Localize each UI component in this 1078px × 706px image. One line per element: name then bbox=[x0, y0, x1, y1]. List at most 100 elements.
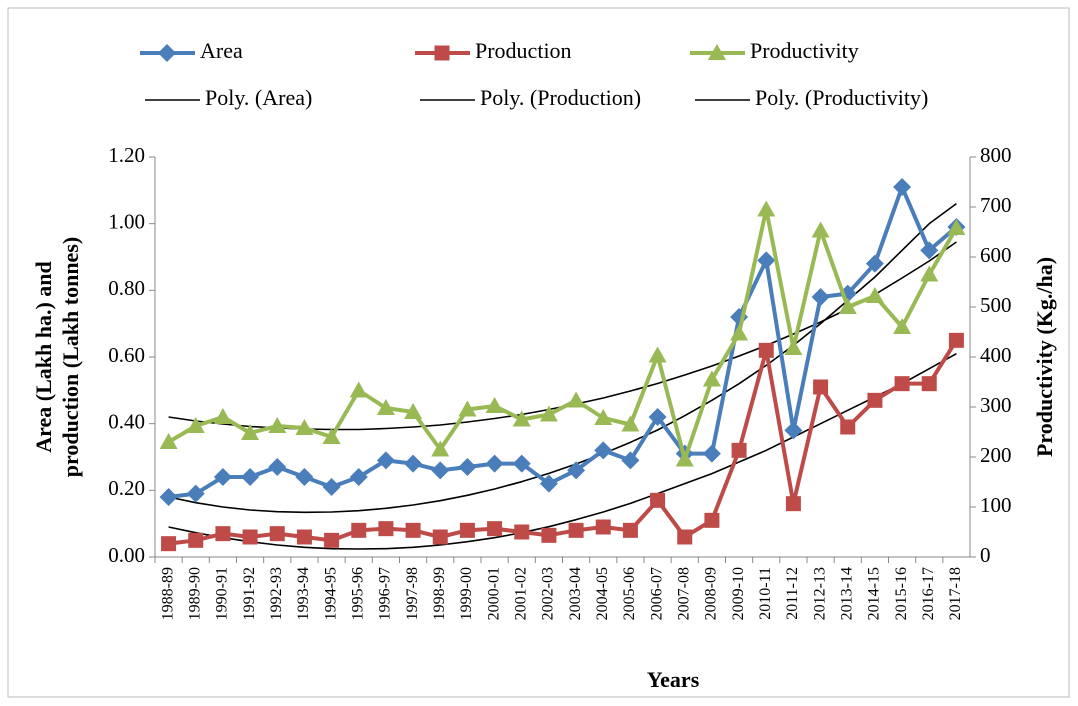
x-tick-label: 1996-97 bbox=[377, 567, 394, 620]
data-point bbox=[268, 458, 287, 476]
data-point bbox=[648, 408, 667, 426]
data-point bbox=[539, 405, 558, 422]
x-tick-label: 2017-18 bbox=[947, 567, 964, 620]
legend-label: Poly. (Area) bbox=[205, 85, 312, 110]
legend-marker bbox=[158, 44, 176, 62]
x-tick-label: 1989-90 bbox=[186, 567, 203, 620]
data-point bbox=[186, 484, 205, 503]
data-point bbox=[404, 403, 423, 419]
x-tick-label: 1992-93 bbox=[268, 567, 285, 620]
x-tick-label: 1990-91 bbox=[214, 567, 231, 620]
data-point bbox=[458, 458, 477, 476]
data-point bbox=[948, 332, 964, 348]
data-point bbox=[567, 461, 586, 480]
x-tick-label: 2014-15 bbox=[866, 567, 883, 620]
data-point bbox=[324, 532, 340, 548]
x-tick-label: 1998-99 bbox=[431, 567, 448, 620]
data-point bbox=[213, 468, 232, 486]
data-point bbox=[241, 424, 260, 440]
data-point bbox=[376, 451, 395, 470]
x-tick-label: 1993-94 bbox=[295, 567, 312, 620]
data-point bbox=[295, 419, 314, 435]
data-point bbox=[568, 522, 584, 538]
x-axis-label: Years bbox=[647, 667, 700, 692]
y2-tick-label: 300 bbox=[980, 393, 1012, 417]
data-point bbox=[376, 399, 395, 415]
data-point bbox=[838, 298, 857, 314]
data-point bbox=[594, 441, 613, 460]
x-tick-label: 2015-16 bbox=[893, 567, 910, 620]
x-tick-label: 2016-17 bbox=[920, 567, 937, 620]
x-tick-label: 2004-05 bbox=[594, 567, 611, 620]
y2-tick-label: 800 bbox=[980, 143, 1012, 167]
data-point bbox=[161, 536, 177, 552]
data-point bbox=[432, 529, 448, 545]
y2-tick-label: 600 bbox=[980, 243, 1012, 267]
data-point bbox=[893, 318, 912, 334]
data-point bbox=[730, 324, 749, 341]
data-point bbox=[702, 444, 721, 463]
x-tick-label: 1995-96 bbox=[349, 567, 366, 620]
data-point bbox=[621, 415, 640, 432]
data-point bbox=[621, 451, 640, 470]
x-tick-label: 1997-98 bbox=[404, 567, 421, 620]
data-point bbox=[677, 529, 693, 545]
data-point bbox=[241, 468, 260, 486]
data-point bbox=[485, 454, 504, 473]
data-point bbox=[595, 519, 611, 535]
x-tick-label: 2000-01 bbox=[485, 567, 502, 620]
data-point bbox=[650, 492, 666, 508]
data-point bbox=[296, 529, 312, 545]
legend-label: Poly. (Production) bbox=[480, 85, 641, 110]
y2-tick-label: 500 bbox=[980, 293, 1012, 317]
x-tick-label: 2003-04 bbox=[567, 567, 584, 620]
data-point bbox=[213, 408, 232, 424]
x-tick-label: 1988-89 bbox=[159, 567, 176, 620]
data-point bbox=[186, 417, 205, 433]
y2-tick-label: 700 bbox=[980, 193, 1012, 217]
x-tick-label: 2010-11 bbox=[757, 567, 774, 620]
data-point bbox=[378, 521, 394, 537]
data-point bbox=[840, 419, 856, 435]
data-point bbox=[813, 379, 829, 395]
data-point bbox=[159, 488, 178, 506]
y2-tick-label: 0 bbox=[980, 543, 991, 567]
data-point bbox=[731, 442, 747, 458]
data-point bbox=[405, 522, 421, 538]
legend-marker bbox=[708, 44, 726, 60]
data-point bbox=[702, 370, 721, 387]
chart-frame bbox=[7, 7, 1070, 698]
y2-tick-label: 400 bbox=[980, 343, 1012, 367]
data-point bbox=[758, 342, 774, 358]
data-point bbox=[920, 265, 939, 282]
x-tick-label: 2006-07 bbox=[648, 567, 665, 620]
x-tick-label: 2002-03 bbox=[540, 567, 557, 620]
x-tick-label: 2005-06 bbox=[621, 567, 638, 620]
legend-label: Poly. (Productivity) bbox=[755, 85, 928, 110]
data-point bbox=[459, 522, 475, 538]
data-point bbox=[920, 241, 939, 260]
data-point bbox=[431, 440, 450, 457]
y-tick-label: 0.60 bbox=[108, 343, 145, 367]
data-point bbox=[431, 461, 450, 480]
data-point bbox=[188, 532, 204, 548]
data-point bbox=[322, 478, 341, 496]
x-tick-label: 2008-09 bbox=[703, 567, 720, 620]
data-point bbox=[541, 527, 557, 543]
data-point bbox=[349, 381, 368, 398]
x-tick-label: 1991-92 bbox=[241, 567, 258, 620]
data-point bbox=[404, 454, 423, 473]
y-tick-label: 1.20 bbox=[108, 143, 145, 167]
data-point bbox=[893, 178, 912, 196]
data-point bbox=[784, 421, 803, 440]
trend-line bbox=[168, 352, 957, 550]
y-tick-label: 1.00 bbox=[108, 209, 145, 233]
y-axis-label: production (Lakh tonnes) bbox=[58, 237, 83, 477]
data-point bbox=[512, 454, 531, 473]
legend-label: Area bbox=[200, 38, 243, 63]
y-tick-label: 0.80 bbox=[108, 276, 145, 300]
data-point bbox=[512, 410, 531, 427]
data-point bbox=[487, 521, 503, 537]
